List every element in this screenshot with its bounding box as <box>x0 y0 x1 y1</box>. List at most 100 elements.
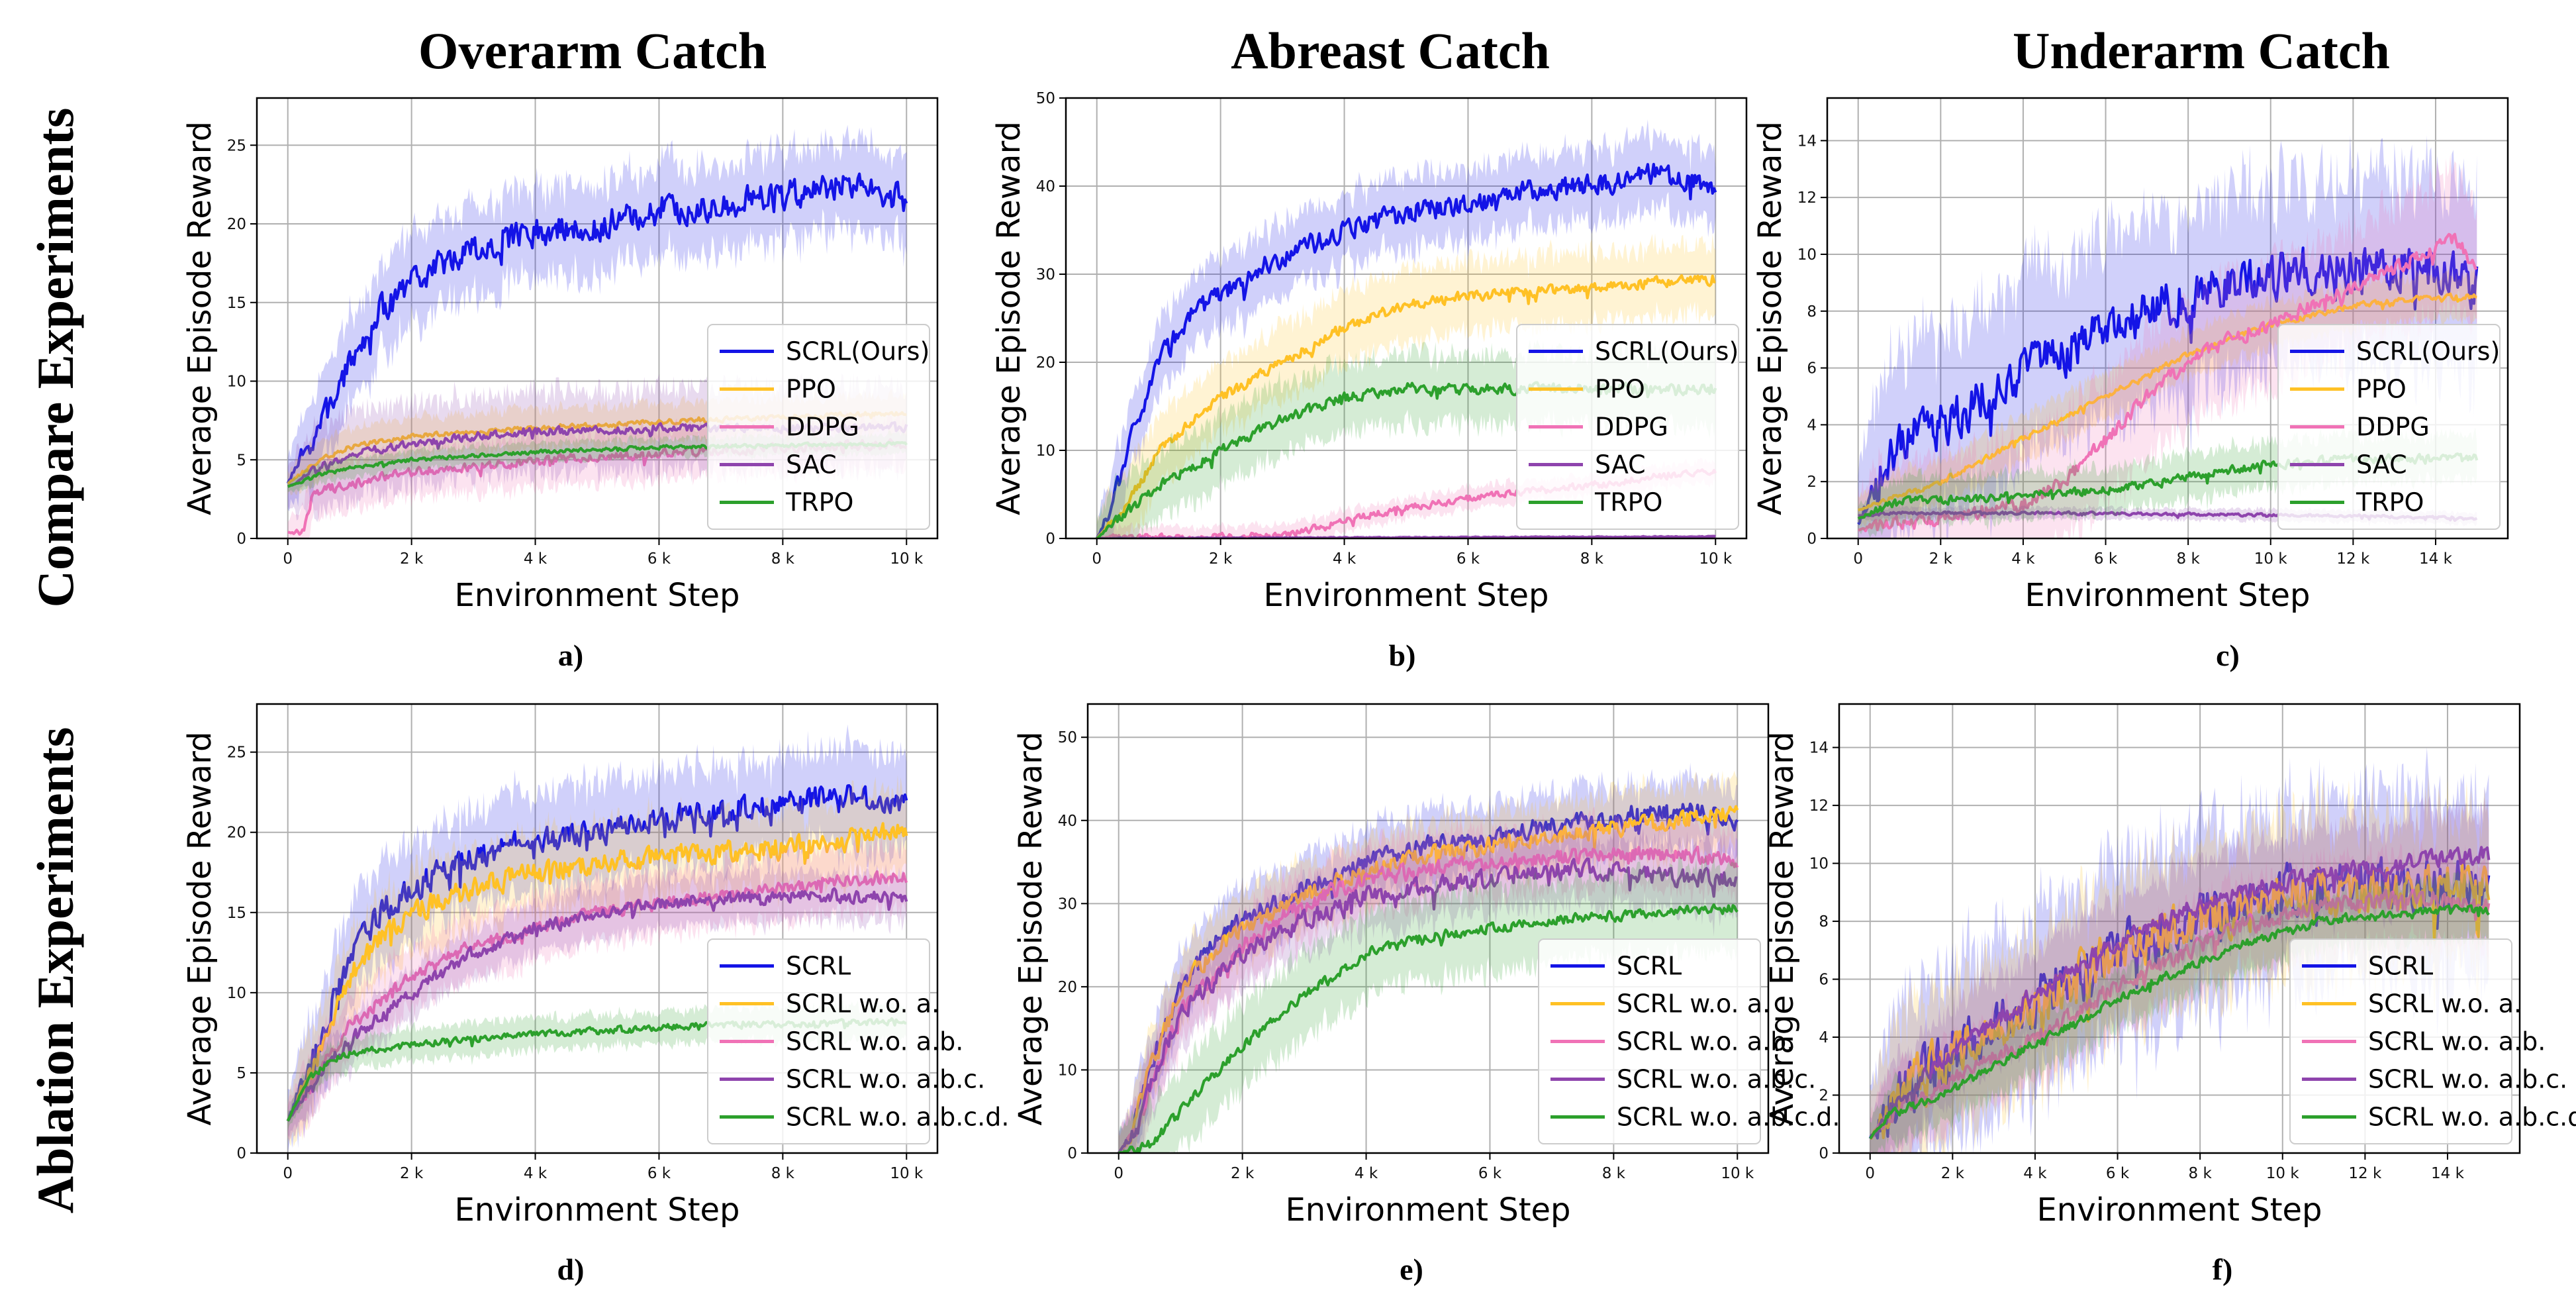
x-tick-label: 4 k <box>1355 1165 1378 1182</box>
legend-entry: DDPG <box>2356 413 2430 442</box>
series-band <box>1118 807 1738 1153</box>
legend-box <box>2277 324 2501 530</box>
legend-entry: SCRL w.o. a. <box>786 989 939 1019</box>
y-tick-label: 0 <box>236 530 246 548</box>
y-tick-label: 20 <box>1036 354 1055 372</box>
legend-box <box>707 324 930 530</box>
x-tick-label: 6 k <box>1478 1165 1502 1182</box>
panel-1: 0 2 k 4 k 6 k 8 k 10 k 0 5 10 15 20 25 Environment S… <box>181 97 939 672</box>
y-tick-label: 25 <box>227 137 246 154</box>
y-tick-label: 0 <box>1807 530 1817 548</box>
y-tick-label: 10 <box>1797 246 1817 264</box>
x-tick-label: 6 k <box>1456 550 1480 568</box>
series-band <box>287 724 907 1153</box>
legend-box <box>707 938 930 1144</box>
legend-entry: SCRL(Ours) <box>1595 337 1739 366</box>
y-tick-label: 20 <box>1058 979 1077 996</box>
y-tick-label: 10 <box>1036 442 1055 460</box>
legend-entry: PPO <box>1595 375 1645 404</box>
plot-frame <box>1086 703 1770 1154</box>
y-tick-label: 25 <box>227 744 246 762</box>
x-tick-label: 4 k <box>2011 550 2035 568</box>
legend-entry: SCRL w.o. a.b. <box>1617 1027 1794 1056</box>
y-tick-label: 20 <box>227 216 246 233</box>
series-line <box>1096 274 1716 538</box>
x-tick-label: 8 k <box>771 1165 795 1182</box>
y-axis-label: Average Episode Reward <box>1764 732 1801 1126</box>
x-axis-label: Environment Step <box>2036 1191 2322 1229</box>
plot-frame <box>1065 97 1748 540</box>
series-line <box>1117 857 1738 1153</box>
legend-entry: SAC <box>1595 450 1646 479</box>
x-tick-label: 2 k <box>400 1165 424 1182</box>
x-tick-label: 4 k <box>1333 550 1357 568</box>
x-axis-label: Environment Step <box>454 1191 739 1229</box>
x-tick-label: 0 <box>283 550 293 568</box>
x-tick-label: 10 k <box>1721 1165 1754 1182</box>
x-tick-label: 8 k <box>771 550 795 568</box>
series-band <box>1118 817 1738 1153</box>
y-tick-label: 0 <box>1067 1145 1077 1162</box>
x-tick-label: 8 k <box>2189 1165 2213 1182</box>
series-band <box>287 774 907 1148</box>
series-band <box>287 836 907 1140</box>
legend-entry: SCRL w.o. a.b.c. <box>2368 1065 2567 1094</box>
plot-frame <box>1838 703 2521 1154</box>
x-tick-label: 14 k <box>2431 1165 2465 1182</box>
y-tick-label: 40 <box>1036 178 1055 195</box>
x-tick-label: 14 k <box>2419 550 2453 568</box>
panel-label: a) <box>558 638 583 672</box>
x-tick-label: 6 k <box>2106 1165 2130 1182</box>
y-tick-label: 2 <box>1807 474 1817 491</box>
legend: SCRL(Ours) PPO DDPG SAC TRPO <box>1516 324 1739 530</box>
series-band <box>1870 772 2489 1153</box>
legend-entry: SCRL w.o. a.b. <box>2368 1027 2546 1056</box>
series-line <box>286 822 908 1122</box>
y-tick-label: 4 <box>1807 417 1817 434</box>
x-tick-label: 0 <box>1865 1165 1875 1182</box>
legend-entry: SCRL w.o. a.b.c. <box>786 1065 985 1094</box>
x-tick-label: 6 k <box>2094 550 2118 568</box>
series-line <box>1858 292 2477 512</box>
series-line <box>1869 904 2490 1140</box>
series-line <box>1095 162 1717 538</box>
legend-entry: SCRL w.o. a.b.c.d. <box>786 1103 1009 1132</box>
plot-frame <box>1826 97 2509 540</box>
x-axis-label: Environment Step <box>1285 1191 1570 1229</box>
series-band <box>1096 233 1716 538</box>
y-tick-label: 10 <box>227 985 246 1002</box>
legend-entry: SCRL(Ours) <box>786 337 930 366</box>
panel-label: f) <box>2213 1252 2233 1286</box>
series-band <box>287 125 907 512</box>
legend-entry: SCRL <box>786 952 851 981</box>
series-line <box>286 172 908 484</box>
x-tick-label: 0 <box>1092 550 1102 568</box>
y-tick-label: 2 <box>1819 1087 1829 1105</box>
panel-label: d) <box>557 1252 585 1286</box>
panel-label: b) <box>1389 638 1416 672</box>
row-title-compare: Compare Experiments <box>26 108 84 608</box>
y-tick-label: 0 <box>236 1145 246 1162</box>
y-tick-label: 20 <box>227 825 246 842</box>
y-tick-label: 14 <box>1797 132 1817 150</box>
legend-entry: SCRL w.o. a. <box>1617 989 1770 1019</box>
panel-4: 0 2 k 4 k 6 k 8 k 10 k 0 5 10 15 20 25 Environment S… <box>181 703 1009 1286</box>
series-line <box>1869 888 2491 1140</box>
legend: SCRL(Ours) PPO DDPG SAC TRPO <box>707 324 930 530</box>
y-tick-label: 15 <box>227 295 246 312</box>
legend-entry: SCRL w.o. a.b.c. <box>1617 1065 1816 1094</box>
x-tick-label: 10 k <box>2254 550 2288 568</box>
legend-entry: SCRL w.o. a.b.c.d. <box>1617 1103 1840 1132</box>
y-tick-label: 6 <box>1819 972 1829 989</box>
x-tick-label: 8 k <box>2177 550 2201 568</box>
x-axis-label: Environment Step <box>1263 577 1549 614</box>
legend: SCRL SCRL w.o. a. SCRL w.o. a.b. SCRL w.o. … <box>707 938 1009 1144</box>
x-tick-label: 2 k <box>400 550 424 568</box>
legend-entry: SCRL w.o. a. <box>2368 989 2522 1019</box>
panel-label: e) <box>1400 1252 1423 1286</box>
legend-box <box>1516 324 1739 530</box>
legend: SCRL SCRL w.o. a. SCRL w.o. a.b. SCRL w.o. … <box>2289 938 2576 1144</box>
x-tick-label: 8 k <box>1602 1165 1626 1182</box>
x-tick-label: 10 k <box>2266 1165 2300 1182</box>
